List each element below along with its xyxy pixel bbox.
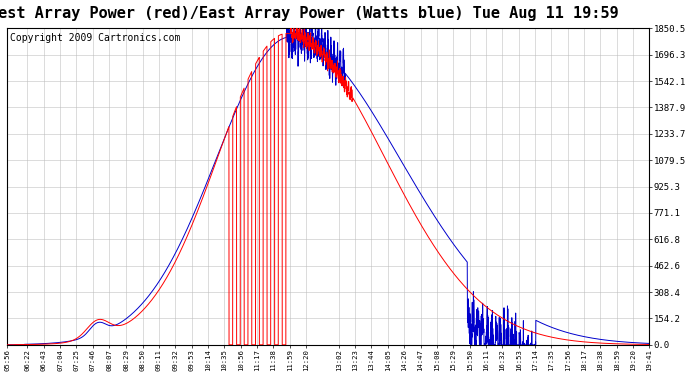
Text: West Array Power (red)/East Array Power (Watts blue) Tue Aug 11 19:59: West Array Power (red)/East Array Power … [0,6,618,21]
Text: Copyright 2009 Cartronics.com: Copyright 2009 Cartronics.com [10,33,181,43]
